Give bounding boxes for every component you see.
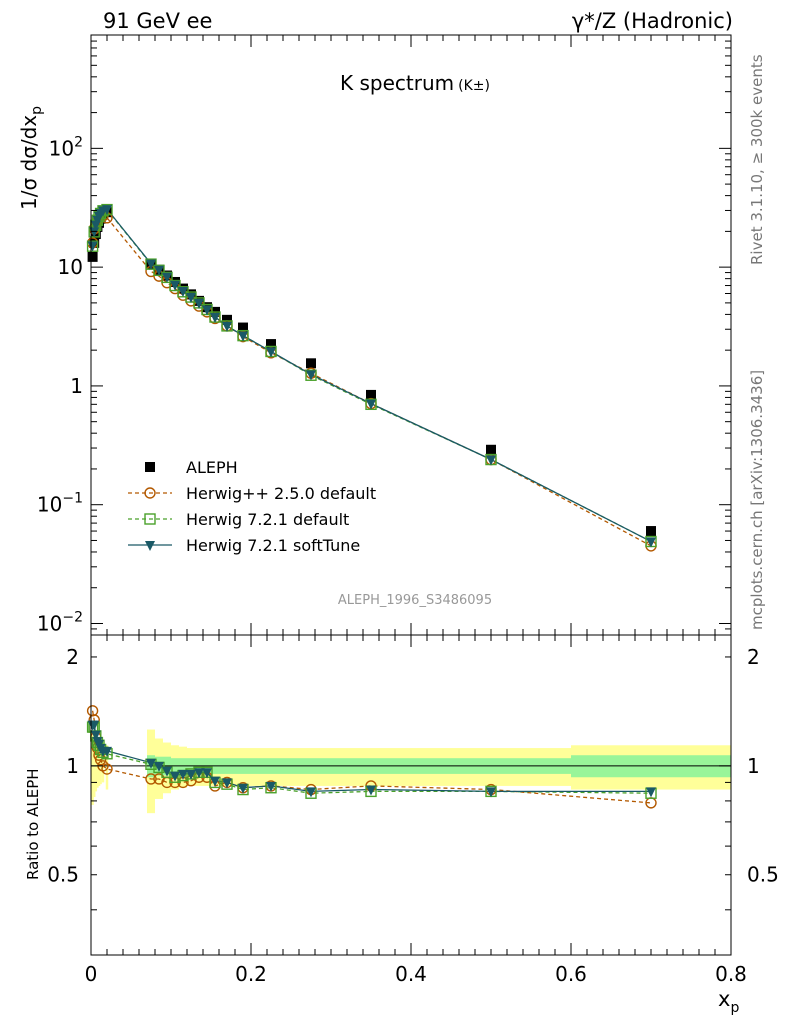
point-softtune bbox=[646, 537, 656, 548]
ratio-point-softtune bbox=[266, 781, 276, 792]
legend-marker-herwigpp bbox=[144, 487, 156, 499]
point-aleph bbox=[266, 339, 276, 350]
point-softtune bbox=[102, 205, 112, 216]
legend-label-herwig721: Herwig 7.2.1 default bbox=[186, 510, 349, 529]
ratio-point-softtune bbox=[102, 746, 112, 757]
ratio-point-softtune bbox=[210, 776, 220, 787]
point-softtune bbox=[238, 331, 248, 342]
legend-label-herwigpp: Herwig++ 2.5.0 default bbox=[186, 484, 376, 503]
legend-marker-herwig721 bbox=[144, 513, 156, 525]
analysis-watermark: ALEPH_1996_S3486095 bbox=[338, 593, 492, 608]
x-tick-label: 0.6 bbox=[555, 962, 587, 986]
legend-marker-softtune bbox=[145, 541, 155, 551]
point-softtune bbox=[154, 265, 164, 276]
main-y-label: 1/σ dσ/dxp bbox=[17, 106, 45, 210]
header-right: γ*/Z (Hadronic) bbox=[572, 9, 733, 33]
point-aleph bbox=[646, 526, 656, 537]
ratio-point-softtune bbox=[90, 730, 101, 741]
point-softtune bbox=[210, 313, 220, 324]
point-softtune bbox=[162, 272, 172, 283]
ratio-point-softtune bbox=[486, 787, 496, 798]
ratio-point-softtune bbox=[222, 778, 232, 789]
ratio-point-softtune bbox=[162, 766, 172, 777]
point-softtune bbox=[178, 286, 188, 297]
ratio-y-tick-label-right: 2 bbox=[747, 645, 760, 669]
ratio-plot: 0.5 0.5 1 1 2 2 0 0.2 0.4 0.6 0.8 Ratio to ALEPH x… bbox=[24, 634, 779, 1016]
point-softtune bbox=[306, 370, 316, 381]
ratio-point-softtune bbox=[89, 720, 100, 731]
ratio-y-tick-label: 1 bbox=[66, 754, 79, 778]
ratio-point-softtune bbox=[178, 769, 188, 780]
ratio-y-label: Ratio to ALEPH bbox=[24, 768, 42, 880]
y-tick-label: 10 bbox=[58, 255, 83, 279]
point-aleph bbox=[222, 314, 232, 325]
mcplots-label: mcplots.cern.ch [arXiv:1306.3436] bbox=[748, 370, 766, 630]
point-softtune bbox=[170, 280, 180, 291]
ratio-point-softtune bbox=[154, 761, 164, 772]
ratio-point-herwigpp bbox=[145, 773, 157, 785]
ratio-y-tick-label-right: 0.5 bbox=[747, 863, 779, 887]
y-tick-label: 10−2 bbox=[37, 609, 83, 635]
point-softtune bbox=[366, 399, 376, 410]
ratio-point-softtune bbox=[202, 768, 212, 779]
ratio-point-softtune bbox=[306, 787, 316, 798]
point-softtune bbox=[486, 455, 496, 466]
y-tick-label: 10−1 bbox=[37, 491, 83, 517]
main-plot: 10−2 10−1 1 10 102 K spectrum (K±) ALEPH_1996… bbox=[17, 34, 732, 636]
point-aleph bbox=[238, 322, 248, 333]
main-axis-ticks: 10−2 10−1 1 10 102 bbox=[37, 34, 732, 636]
header-left: 91 GeV ee bbox=[103, 9, 212, 33]
ratio-point-softtune bbox=[170, 771, 180, 782]
ratio-point-softtune bbox=[194, 768, 204, 779]
ratio-y-tick-label: 0.5 bbox=[47, 863, 79, 887]
point-aleph bbox=[366, 389, 376, 400]
ratio-y-tick-label-right: 1 bbox=[747, 754, 760, 778]
ratio-point-softtune bbox=[238, 783, 248, 794]
rivet-version-label: Rivet 3.1.10, ≥ 300k events bbox=[748, 54, 766, 265]
ratio-data-layer bbox=[86, 705, 731, 814]
point-softtune bbox=[146, 259, 156, 270]
point-aleph bbox=[306, 358, 316, 369]
point-softtune bbox=[202, 305, 212, 316]
point-softtune bbox=[87, 241, 98, 252]
point-softtune bbox=[222, 321, 232, 332]
x-tick-label: 0 bbox=[85, 962, 98, 986]
ratio-plot-frame bbox=[90, 634, 732, 956]
y-tick-label: 102 bbox=[49, 134, 83, 160]
x-tick-label: 0.2 bbox=[235, 962, 267, 986]
ratio-point-softtune bbox=[646, 787, 656, 798]
x-axis-label: xp bbox=[718, 987, 739, 1016]
ratio-point-softtune bbox=[146, 758, 156, 769]
legend-marker-aleph bbox=[145, 462, 155, 472]
x-tick-label: 0.8 bbox=[715, 962, 747, 986]
y-tick-label: 1 bbox=[70, 374, 83, 398]
ratio-point-softtune bbox=[366, 785, 376, 796]
plot-title: K spectrum (K±) bbox=[340, 71, 490, 95]
point-softtune bbox=[89, 227, 100, 238]
point-aleph bbox=[486, 444, 496, 455]
point-aleph bbox=[87, 251, 98, 262]
ratio-point-softtune bbox=[186, 769, 196, 780]
point-softtune bbox=[194, 298, 204, 309]
legend-label-softtune: Herwig 7.2.1 softTune bbox=[186, 536, 360, 555]
ratio-axis-ticks: 0.5 0.5 1 1 2 2 0 0.2 0.4 0.6 0.8 bbox=[47, 635, 779, 986]
x-tick-label: 0.4 bbox=[395, 962, 427, 986]
ratio-y-tick-label: 2 bbox=[66, 645, 79, 669]
ratio-point-herwigpp bbox=[101, 763, 113, 775]
legend-label-aleph: ALEPH bbox=[186, 458, 238, 477]
point-softtune bbox=[186, 293, 196, 304]
main-data-layer bbox=[86, 203, 657, 552]
point-softtune bbox=[266, 347, 276, 358]
legend: ALEPH Herwig++ 2.5.0 default Herwig 7.2.1 … bbox=[128, 458, 376, 555]
